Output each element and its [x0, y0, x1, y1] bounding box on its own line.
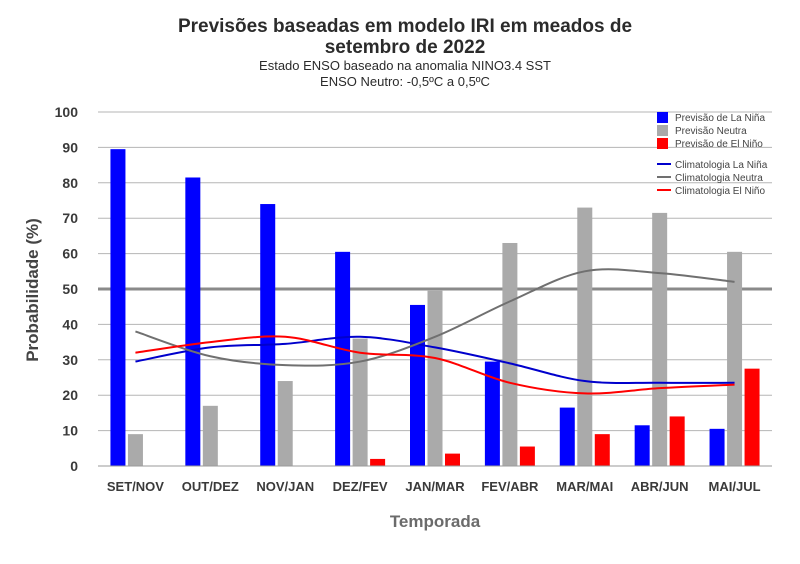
bar [519, 446, 535, 466]
y-tick-label: 0 [70, 458, 78, 474]
bar [110, 149, 126, 467]
x-tick-label: NOV/JAN [256, 479, 314, 494]
x-tick-label: MAI/JUL [709, 479, 761, 494]
y-tick-label: 20 [62, 387, 78, 403]
bar [484, 361, 500, 466]
series-line [135, 335, 735, 385]
bar [410, 304, 425, 466]
bar [652, 212, 668, 466]
series-line [135, 268, 735, 367]
legend-label: Climatologia La Niña [675, 160, 768, 171]
y-tick-label: 50 [62, 281, 78, 297]
legend-label: Climatologia Neutra [675, 173, 763, 184]
bar [335, 251, 351, 466]
bars [110, 149, 760, 467]
bar [185, 177, 201, 467]
axes: 0 10 20 30 40 50 60 70 80 90 100 SET/NOV OUT/DEZ NOV/… [55, 104, 772, 494]
bar [709, 428, 725, 466]
y-tick-label: 90 [62, 139, 78, 155]
y-tick-label: 80 [62, 175, 78, 191]
x-tick-label: JAN/MAR [405, 479, 465, 494]
legend: Previsão de La Niña Previsão Neutra Previs… [657, 112, 768, 197]
legend-label: Previsão Neutra [675, 126, 747, 137]
chart-title-line-2: setembro de 2022 [325, 37, 486, 58]
legend-swatch [657, 138, 668, 149]
y-axis-label: Probabilidade (%) [23, 218, 42, 362]
bar [427, 290, 443, 466]
y-tick-label: 100 [55, 104, 79, 120]
x-tick-label: OUT/DEZ [182, 479, 239, 494]
legend-label: Previsão de El Niño [675, 139, 763, 150]
bar [744, 368, 760, 466]
bar [445, 453, 460, 466]
chart-subtitle-line-1: Estado ENSO baseado na anomalia NINO3.4 … [259, 58, 551, 73]
chart-title-line-1: Previsões baseadas em modelo IRI em mead… [178, 16, 632, 37]
x-axis-label: Temporada [390, 512, 481, 531]
y-tick-label: 60 [62, 246, 78, 262]
y-tick-label: 40 [62, 316, 78, 332]
bar [202, 405, 218, 466]
x-tick-label: SET/NOV [107, 479, 164, 494]
x-tick-label: MAR/MAI [556, 479, 613, 494]
bar [594, 434, 610, 466]
x-tick-label: DEZ/FEV [333, 479, 388, 494]
y-tick-label: 70 [62, 210, 78, 226]
bar [127, 434, 143, 466]
bar [559, 407, 575, 466]
x-tick-label: ABR/JUN [631, 479, 689, 494]
bar [727, 251, 743, 466]
bar [370, 458, 386, 466]
y-tick-label: 10 [62, 423, 78, 439]
series-line [135, 335, 735, 395]
x-tick-label: FEV/ABR [481, 479, 539, 494]
bar [502, 242, 518, 466]
legend-swatch [657, 112, 668, 123]
legend-label: Previsão de La Niña [675, 113, 765, 124]
bar [260, 204, 276, 467]
y-tick-label: 30 [62, 352, 78, 368]
bar [577, 207, 593, 466]
climatology-lines [135, 268, 735, 395]
bar [669, 416, 685, 466]
legend-label: Climatologia El Niño [675, 186, 765, 197]
legend-swatch [657, 125, 668, 136]
bar [277, 381, 293, 466]
bar [634, 425, 650, 466]
bar [352, 338, 368, 466]
chart-subtitle-line-2: ENSO Neutro: -0,5ºC a 0,5ºC [320, 74, 490, 89]
